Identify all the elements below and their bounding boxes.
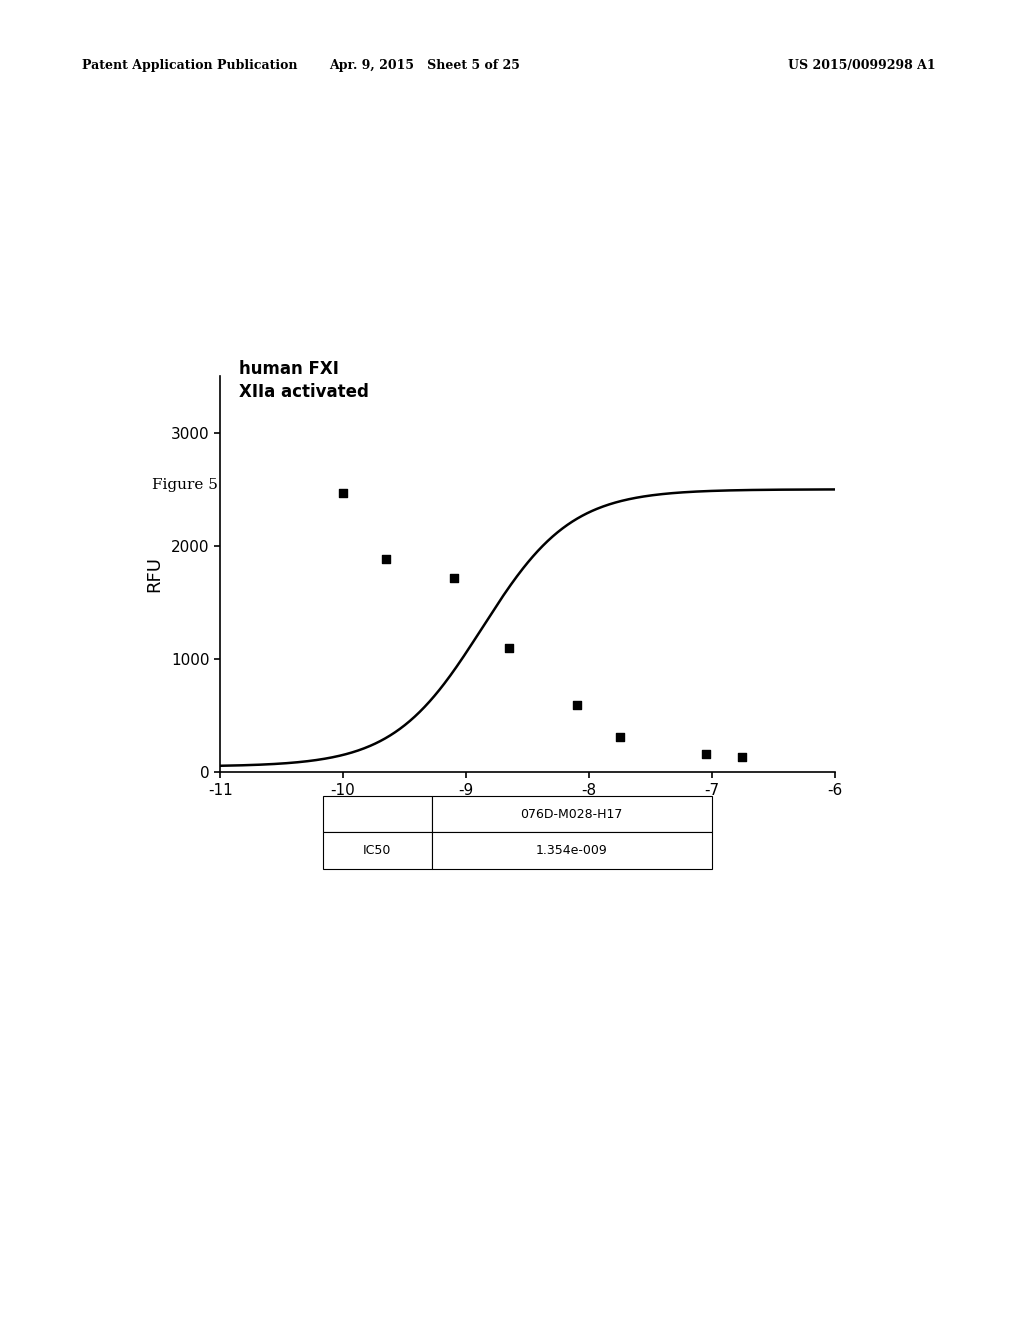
Text: Figure 5: Figure 5 — [152, 478, 217, 492]
Text: XIIa activated: XIIa activated — [239, 383, 369, 401]
X-axis label: antibody [log M]: antibody [log M] — [444, 809, 610, 826]
Text: 1.354e-009: 1.354e-009 — [536, 843, 607, 857]
Text: US 2015/0099298 A1: US 2015/0099298 A1 — [788, 59, 936, 73]
Text: human FXI: human FXI — [239, 360, 339, 379]
Point — [611, 726, 628, 747]
Point — [568, 694, 585, 715]
Text: Apr. 9, 2015   Sheet 5 of 25: Apr. 9, 2015 Sheet 5 of 25 — [330, 59, 520, 73]
Text: IC50: IC50 — [362, 843, 391, 857]
Point — [734, 747, 751, 768]
Text: Patent Application Publication: Patent Application Publication — [82, 59, 297, 73]
Point — [335, 482, 351, 503]
Bar — [323, 796, 431, 832]
Point — [378, 549, 394, 570]
Text: 076D-M028-H17: 076D-M028-H17 — [520, 808, 623, 821]
Bar — [431, 832, 712, 869]
Point — [445, 568, 462, 589]
Y-axis label: RFU: RFU — [144, 556, 163, 593]
Point — [501, 638, 517, 659]
Bar — [431, 796, 712, 832]
Bar — [323, 832, 431, 869]
Point — [697, 743, 714, 764]
